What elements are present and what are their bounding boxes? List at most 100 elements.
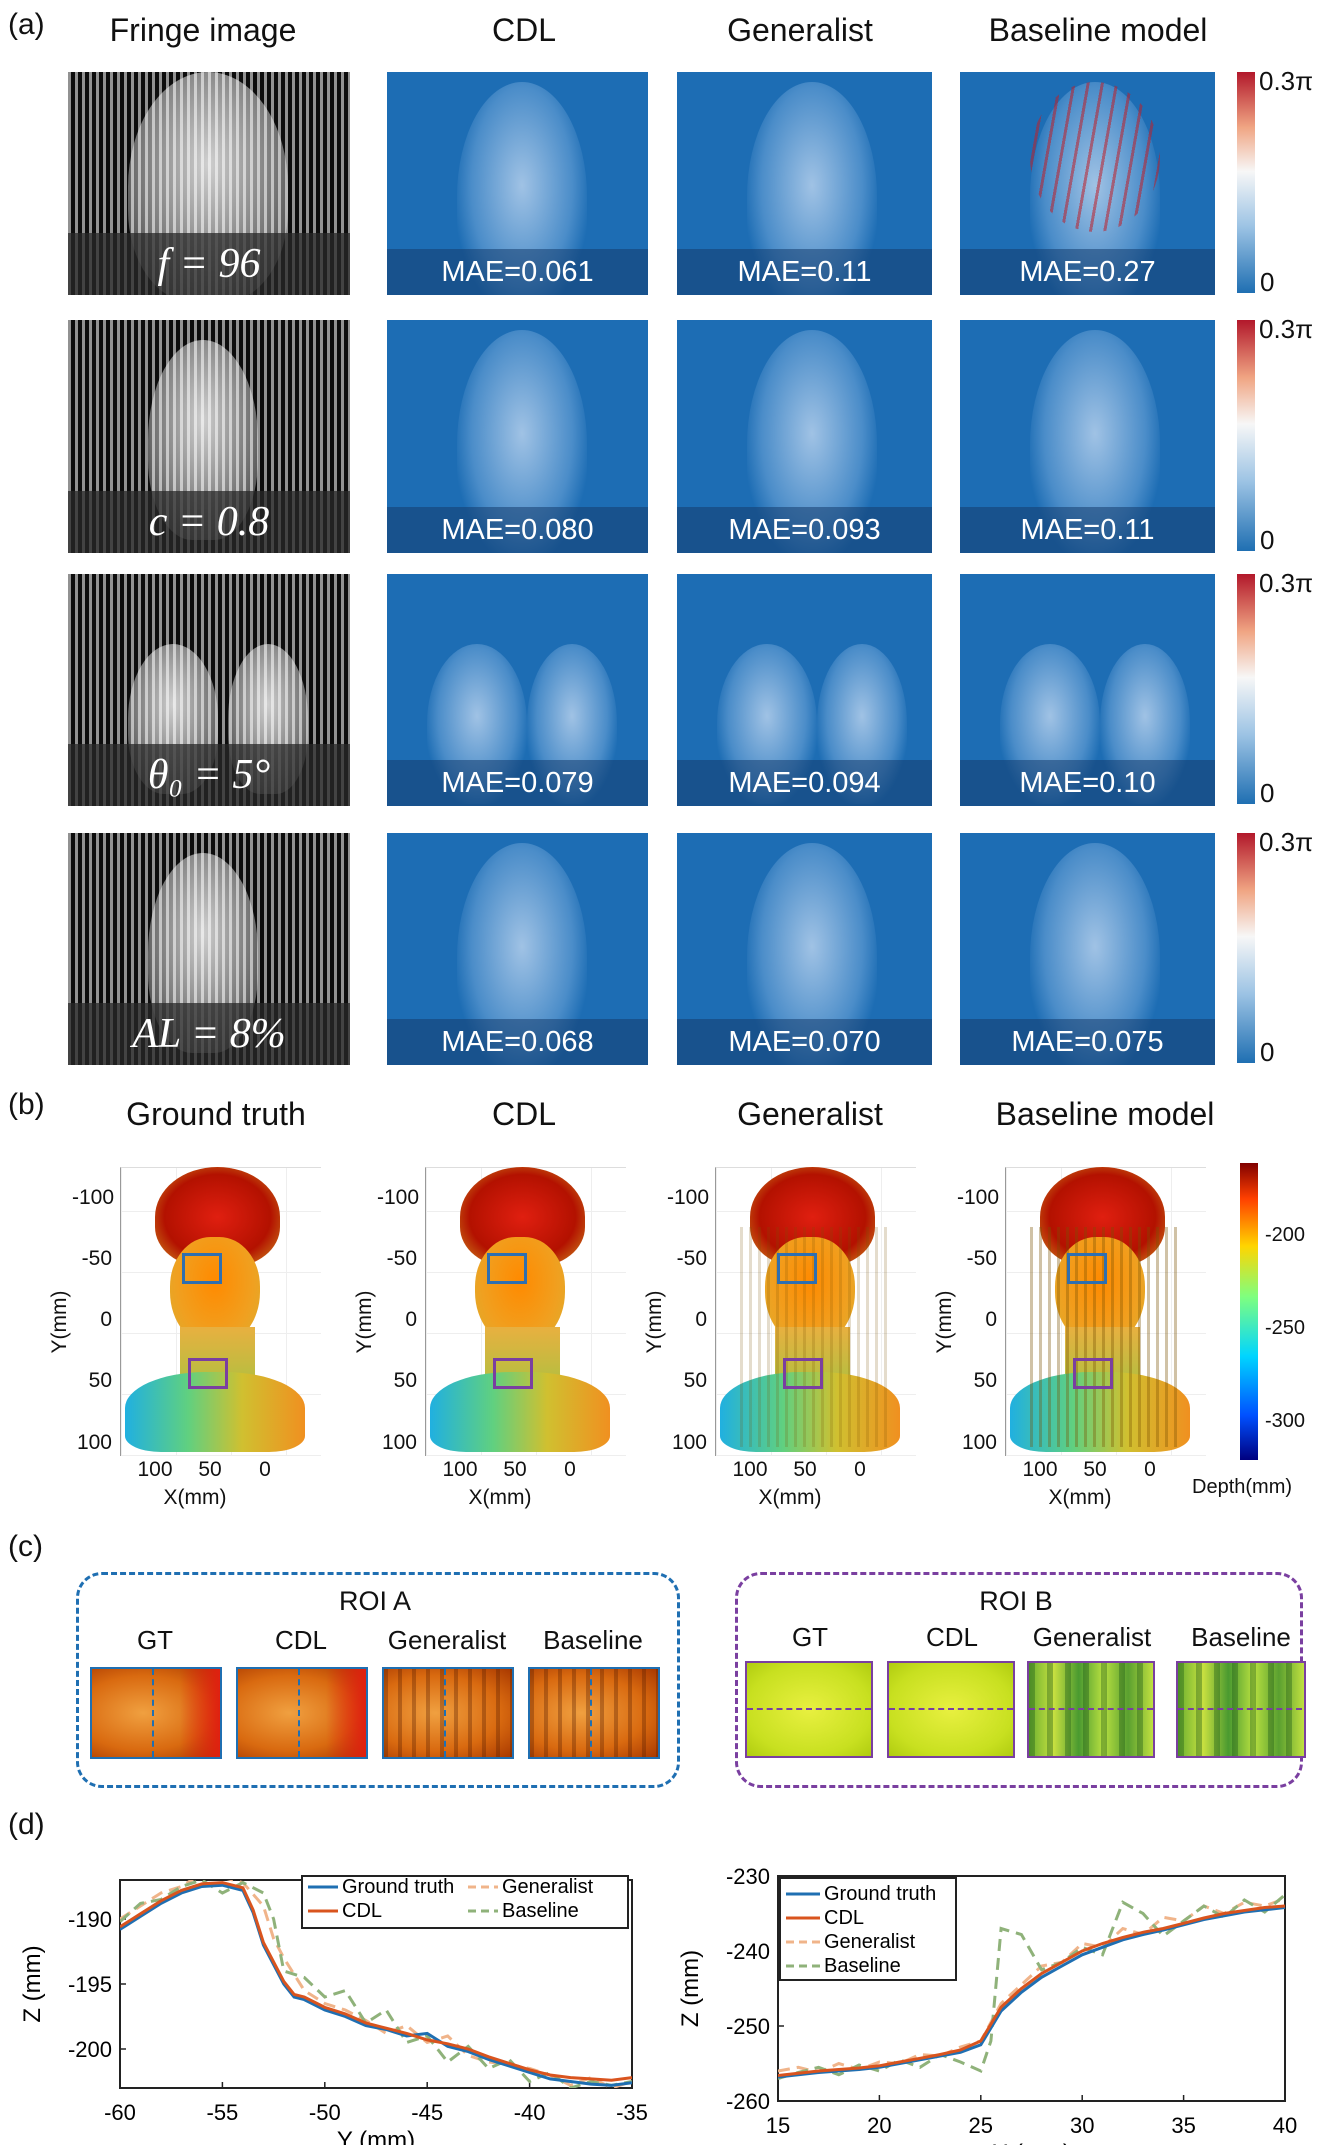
mae-label: MAE=0.070 (677, 1019, 932, 1065)
y-tick-label: -260 (726, 2089, 770, 2114)
b-ytick: 100 (76, 1431, 112, 1454)
roi-a-marker (777, 1253, 817, 1284)
error-map-r1-c2: MAE=0.11 (677, 72, 932, 295)
series-line-baseline (778, 1893, 1285, 2080)
x-tick-label: 35 (1171, 2113, 1195, 2138)
b-xlabel: X(mm) (1048, 1486, 1112, 1509)
x-tick-label: 15 (766, 2113, 790, 2138)
roi-b-label: Baseline (1191, 1622, 1291, 1652)
roi-a-label: CDL (274, 1625, 327, 1655)
colorbar-max: 0.3π (1259, 314, 1314, 344)
roi-b-label: CDL (925, 1622, 978, 1652)
b-xtick: 50 (503, 1458, 527, 1481)
mae-label: MAE=0.27 (960, 249, 1215, 295)
mae-label: MAE=0.093 (677, 507, 932, 553)
y-tick-label: -230 (726, 1864, 770, 1889)
roi-b-label: GT (791, 1622, 829, 1652)
roi-a-profile-line (152, 1669, 154, 1757)
bust-shoulders (720, 1372, 900, 1452)
panel-label-a: (a) (8, 8, 45, 41)
b-ylabel: Y(mm) (933, 1290, 956, 1354)
colorbar-max: 0.3π (1259, 568, 1314, 598)
b-ytick: 0 (695, 1308, 707, 1331)
x-tick-label: 25 (969, 2113, 993, 2138)
roi-b-marker (1073, 1358, 1113, 1389)
x-tick-label: -55 (207, 2100, 239, 2125)
b-ytick: -50 (386, 1247, 417, 1270)
b-ytick: 50 (973, 1369, 997, 1392)
b-xtick: 100 (442, 1458, 478, 1481)
error-map-r3-c1: MAE=0.079 (387, 574, 648, 806)
b-ytick: 100 (671, 1431, 707, 1454)
b-xlabel: X(mm) (163, 1486, 227, 1509)
panel-label-d: (d) (8, 1808, 45, 1841)
b-title-baseline: Baseline model (995, 1096, 1215, 1132)
fringe-param-label: AL = 8% (68, 1003, 350, 1065)
mae-label: MAE=0.094 (677, 760, 932, 806)
b-title-generalist: Generalist (737, 1096, 883, 1132)
depth-tick-250: -250 (1265, 1317, 1306, 1339)
roi-b-label: Generalist (1032, 1622, 1152, 1652)
roi-b-marker (783, 1358, 823, 1389)
colorbar-min: 0 (1260, 778, 1275, 808)
error-hotspots (1030, 82, 1160, 232)
depth-bust-4 (1010, 1167, 1190, 1455)
roi-b-profile-line (1178, 1708, 1302, 1710)
colorbar-max: 0.3π (1259, 827, 1314, 857)
plot-right: 15 20 25 30 35 40 -230 -240 -250 -260 X (mm) Z (mm)… (677, 1864, 1297, 2145)
roi-a-profile-line (590, 1669, 592, 1757)
panel-label-b: (b) (8, 1088, 45, 1121)
b-title-gt: Ground truth (126, 1096, 306, 1132)
legend-label: CDL (824, 1907, 864, 1929)
b-xtick: 100 (137, 1458, 173, 1481)
depth-label: Depth(mm) (1192, 1476, 1293, 1498)
fringe-image-1: f = 96 (68, 72, 350, 295)
b-title-cdl: CDL (491, 1096, 556, 1132)
mae-label: MAE=0.11 (677, 249, 932, 295)
roi-a-title: ROI A (338, 1586, 412, 1616)
roi-a-profile-line (444, 1669, 446, 1757)
mae-label: MAE=0.11 (960, 507, 1215, 553)
b-xtick: 0 (1144, 1458, 1156, 1481)
panel-label-c: (c) (8, 1530, 43, 1563)
b-ytick: -100 (957, 1186, 1000, 1209)
x-axis-label: X (mm) (992, 2140, 1071, 2145)
b-ytick: 50 (88, 1369, 112, 1392)
legend-box (301, 1875, 629, 1929)
bust-shoulders (1010, 1372, 1190, 1452)
b-ylabel: Y(mm) (48, 1290, 71, 1354)
x-tick-label: -50 (309, 2100, 341, 2125)
error-colorbar-4 (1237, 833, 1255, 1063)
error-map-r4-c1: MAE=0.068 (387, 833, 648, 1065)
error-map-r4-c3: MAE=0.075 (960, 833, 1215, 1065)
fringe-image-2: c = 0.8 (68, 320, 350, 553)
legend-label: Baseline (824, 1955, 901, 1977)
b-xtick: 50 (793, 1458, 817, 1481)
roi-a-frame (76, 1572, 680, 1788)
x-tick-label: 40 (1273, 2113, 1297, 2138)
roi-a-tile-2 (236, 1667, 368, 1759)
roi-a-label: Baseline (543, 1625, 643, 1655)
roi-b-tile-1 (745, 1661, 873, 1758)
roi-a-label: Generalist (387, 1625, 507, 1655)
legend-label: Ground truth (824, 1883, 936, 1905)
col-title-cdl: CDL (491, 12, 556, 48)
roi-a-artifacts (530, 1669, 658, 1757)
mae-label: MAE=0.061 (387, 249, 648, 295)
b-xlabel: X(mm) (758, 1486, 822, 1509)
colorbar-min: 0 (1260, 525, 1275, 555)
b-ylabel: Y(mm) (353, 1290, 376, 1354)
x-axis-label: Y (mm) (337, 2127, 415, 2145)
y-tick-label: -250 (726, 2014, 770, 2039)
error-colorbar-3 (1237, 574, 1255, 804)
b-ytick: -100 (377, 1186, 420, 1209)
fringe-image-3: θ₀ = 5° (68, 574, 350, 806)
b-ytick: 100 (381, 1431, 417, 1454)
b-ytick: 50 (393, 1369, 417, 1392)
b-ytick: 0 (405, 1308, 417, 1331)
b-ytick: 50 (683, 1369, 707, 1392)
b-ytick: -50 (676, 1247, 707, 1270)
roi-a-artifacts (384, 1669, 512, 1757)
roi-b-tile-3 (1027, 1661, 1155, 1758)
x-tick-label: 20 (867, 2113, 891, 2138)
